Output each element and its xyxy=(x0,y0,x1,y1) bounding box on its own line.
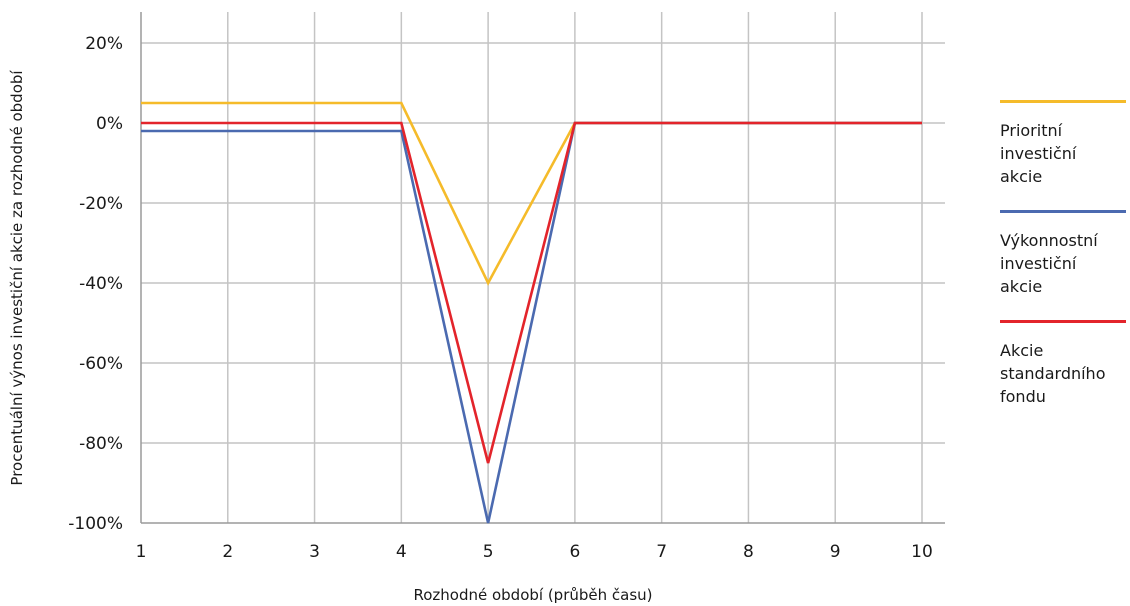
y-tick-label: -100% xyxy=(68,514,123,534)
chart-legend: Prioritní investiční akcie Výkonnostní i… xyxy=(1000,100,1128,430)
y-axis-label: Procentuální výnos investiční akcie za r… xyxy=(8,70,26,486)
y-tick-label: -40% xyxy=(79,274,123,294)
legend-item-vykonnostni: Výkonnostní investiční akcie xyxy=(1000,210,1128,298)
y-tick-label: -20% xyxy=(79,194,123,214)
legend-item-standardni: Akcie standardního fondu xyxy=(1000,320,1128,408)
y-tick-label: -80% xyxy=(79,434,123,454)
legend-swatch xyxy=(1000,320,1126,323)
legend-label: Akcie standardního fondu xyxy=(1000,341,1106,406)
x-tick-label: 8 xyxy=(743,542,754,562)
y-tick-label: 20% xyxy=(85,34,123,54)
x-tick-label: 9 xyxy=(830,542,841,562)
legend-label: Výkonnostní investiční akcie xyxy=(1000,231,1098,296)
x-tick-label: 1 xyxy=(136,542,147,562)
x-axis-label: Rozhodné období (průběh času) xyxy=(413,586,652,604)
y-tick-label: 0% xyxy=(96,114,123,134)
legend-swatch xyxy=(1000,100,1126,103)
x-tick-label: 4 xyxy=(396,542,407,562)
x-tick-label: 2 xyxy=(222,542,233,562)
chart-axes xyxy=(140,12,945,524)
legend-item-prioritni: Prioritní investiční akcie xyxy=(1000,100,1128,188)
x-tick-label: 6 xyxy=(569,542,580,562)
y-tick-label: -60% xyxy=(79,354,123,374)
chart-series xyxy=(141,101,922,524)
x-tick-label: 10 xyxy=(911,542,933,562)
series-line-standardni xyxy=(141,121,922,464)
x-tick-label: 7 xyxy=(656,542,667,562)
x-tick-label: 3 xyxy=(309,542,320,562)
series-line-vykonnostni xyxy=(141,121,922,524)
legend-label: Prioritní investiční akcie xyxy=(1000,121,1077,186)
chart-grid xyxy=(141,12,945,523)
legend-swatch xyxy=(1000,210,1126,213)
x-tick-label: 5 xyxy=(483,542,494,562)
chart-tick-labels: 20% 0% -20% -40% -60% -80% -100% 1 2 3 4 5 6 7 8 9 10 xyxy=(68,34,933,562)
